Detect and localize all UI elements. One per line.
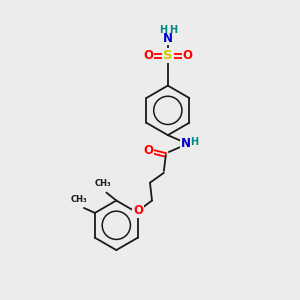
Text: H: H (190, 137, 199, 147)
Text: S: S (163, 50, 172, 62)
Text: N: N (181, 136, 191, 150)
Text: CH₃: CH₃ (71, 195, 87, 204)
Text: O: O (133, 204, 143, 217)
Text: O: O (183, 50, 193, 62)
Text: H: H (159, 25, 167, 35)
Text: O: O (143, 50, 153, 62)
Text: N: N (163, 32, 173, 44)
Text: O: O (143, 145, 153, 158)
Text: CH₃: CH₃ (94, 178, 111, 188)
Text: H: H (169, 25, 177, 35)
